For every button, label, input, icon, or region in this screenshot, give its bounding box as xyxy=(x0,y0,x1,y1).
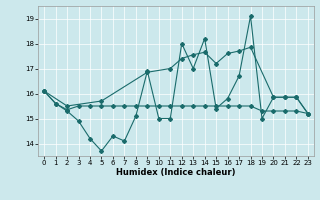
X-axis label: Humidex (Indice chaleur): Humidex (Indice chaleur) xyxy=(116,168,236,177)
